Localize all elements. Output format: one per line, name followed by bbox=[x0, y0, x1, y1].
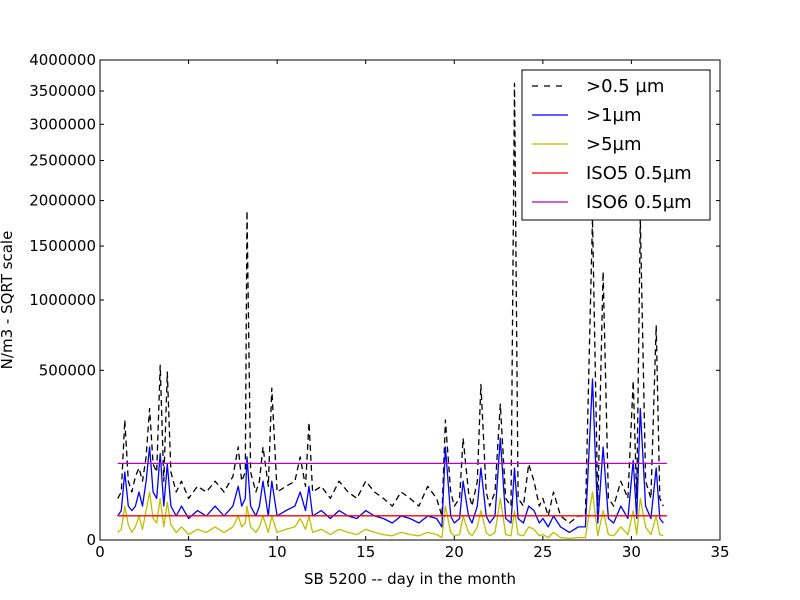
x-tick-label: 5 bbox=[184, 543, 194, 561]
y-tick-label: 0 bbox=[86, 531, 96, 549]
x-tick-label: 15 bbox=[356, 543, 375, 561]
y-tick-label: 1500000 bbox=[29, 237, 96, 255]
x-axis-label: SB 5200 -- day in the month bbox=[304, 570, 516, 588]
legend-label-2: >1µm bbox=[586, 105, 642, 126]
x-axis: 0 5 10 15 20 25 30 35 bbox=[95, 60, 730, 561]
legend: >0.5 µm >1µm >5µm ISO5 0.5µm ISO6 0.5µm bbox=[521, 69, 711, 221]
series-line-1 bbox=[117, 82, 664, 524]
series-layer bbox=[117, 82, 667, 539]
legend-label-4: ISO5 0.5µm bbox=[586, 163, 692, 184]
y-tick-label: 3500000 bbox=[29, 82, 96, 100]
legend-label-5: ISO6 0.5µm bbox=[586, 192, 692, 213]
x-tick-label: 25 bbox=[533, 543, 552, 561]
y-axis: 0 500000 1000000 1500000 2000000 2500000 30000… bbox=[29, 51, 720, 549]
legend-label-3: >5µm bbox=[586, 134, 642, 155]
legend-label-1: >0.5 µm bbox=[586, 76, 664, 97]
series-line-2 bbox=[117, 378, 664, 534]
x-tick-label: 30 bbox=[622, 543, 641, 561]
x-tick-label: 35 bbox=[710, 543, 729, 561]
y-tick-label: 500000 bbox=[39, 361, 96, 379]
series-line-3 bbox=[117, 491, 664, 539]
x-tick-label: 10 bbox=[268, 543, 287, 561]
y-tick-label: 3000000 bbox=[29, 115, 96, 133]
x-tick-label: 0 bbox=[95, 543, 105, 561]
y-tick-label: 2000000 bbox=[29, 192, 96, 210]
y-tick-label: 1000000 bbox=[29, 291, 96, 309]
x-tick-label: 20 bbox=[445, 543, 464, 561]
y-tick-label: 4000000 bbox=[29, 51, 96, 69]
y-tick-label: 2500000 bbox=[29, 152, 96, 170]
legend-frame bbox=[521, 69, 711, 221]
y-axis-label: N/m3 - SQRT scale bbox=[0, 231, 16, 370]
